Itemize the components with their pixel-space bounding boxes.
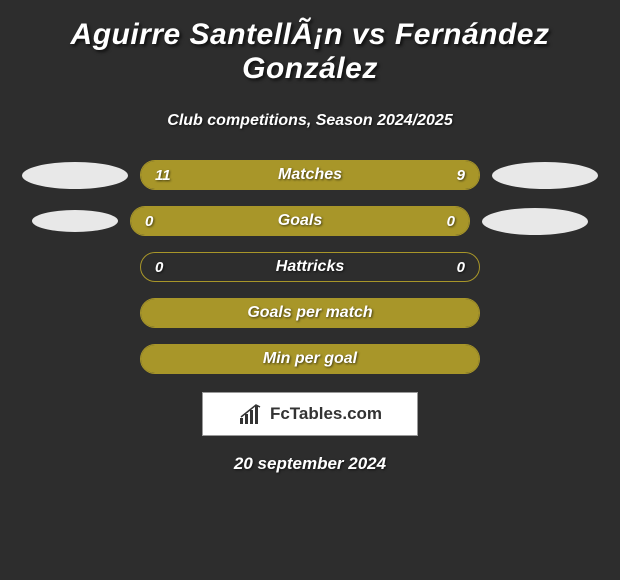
stat-bar: Min per goal — [140, 344, 480, 374]
stat-label: Hattricks — [276, 258, 344, 276]
date-text: 20 september 2024 — [0, 454, 620, 474]
stat-row: 0 Goals 0 — [0, 206, 620, 236]
stats-container: 11 Matches 9 0 Goals 0 0 Hattricks 0 Goals per ma… — [0, 160, 620, 374]
page-title: Aguirre SantellÃ¡n vs Fernández González — [0, 10, 620, 94]
spacer — [22, 346, 128, 373]
stat-bar: 0 Hattricks 0 — [140, 252, 480, 282]
stat-label: Matches — [278, 166, 342, 184]
chart-icon — [238, 404, 264, 424]
ellipse-right — [482, 208, 588, 235]
stat-bar-content: 11 Matches 9 — [141, 161, 479, 189]
stat-row: 0 Hattricks 0 — [0, 252, 620, 282]
stat-bar-content: Min per goal — [141, 345, 479, 373]
stat-row: Min per goal — [0, 344, 620, 374]
spacer — [22, 300, 128, 327]
stat-bar: 11 Matches 9 — [140, 160, 480, 190]
subtitle: Club competitions, Season 2024/2025 — [0, 112, 620, 130]
stat-row: Goals per match — [0, 298, 620, 328]
footer-brand-text: FcTables.com — [270, 404, 382, 424]
stat-bar-content: 0 Goals 0 — [131, 207, 469, 235]
footer-logo[interactable]: FcTables.com — [202, 392, 418, 436]
stat-value-right: 0 — [457, 259, 465, 276]
spacer — [492, 254, 598, 281]
spacer — [492, 300, 598, 327]
spacer — [22, 254, 128, 281]
stat-label: Goals per match — [247, 304, 372, 322]
stat-label: Min per goal — [263, 350, 357, 368]
ellipse-left — [22, 162, 128, 189]
stat-value-right: 9 — [457, 167, 465, 184]
stat-value-left: 0 — [145, 213, 153, 230]
stat-label: Goals — [278, 212, 322, 230]
stat-row: 11 Matches 9 — [0, 160, 620, 190]
ellipse-right — [492, 162, 598, 189]
ellipse-left — [32, 210, 118, 232]
stat-bar: 0 Goals 0 — [130, 206, 470, 236]
stat-bar-content: Goals per match — [141, 299, 479, 327]
stat-value-left: 0 — [155, 259, 163, 276]
stat-bar-content: 0 Hattricks 0 — [141, 253, 479, 281]
main-container: Aguirre SantellÃ¡n vs Fernández González… — [0, 0, 620, 484]
stat-bar: Goals per match — [140, 298, 480, 328]
stat-value-left: 11 — [155, 167, 171, 184]
stat-value-right: 0 — [447, 213, 455, 230]
spacer — [492, 346, 598, 373]
